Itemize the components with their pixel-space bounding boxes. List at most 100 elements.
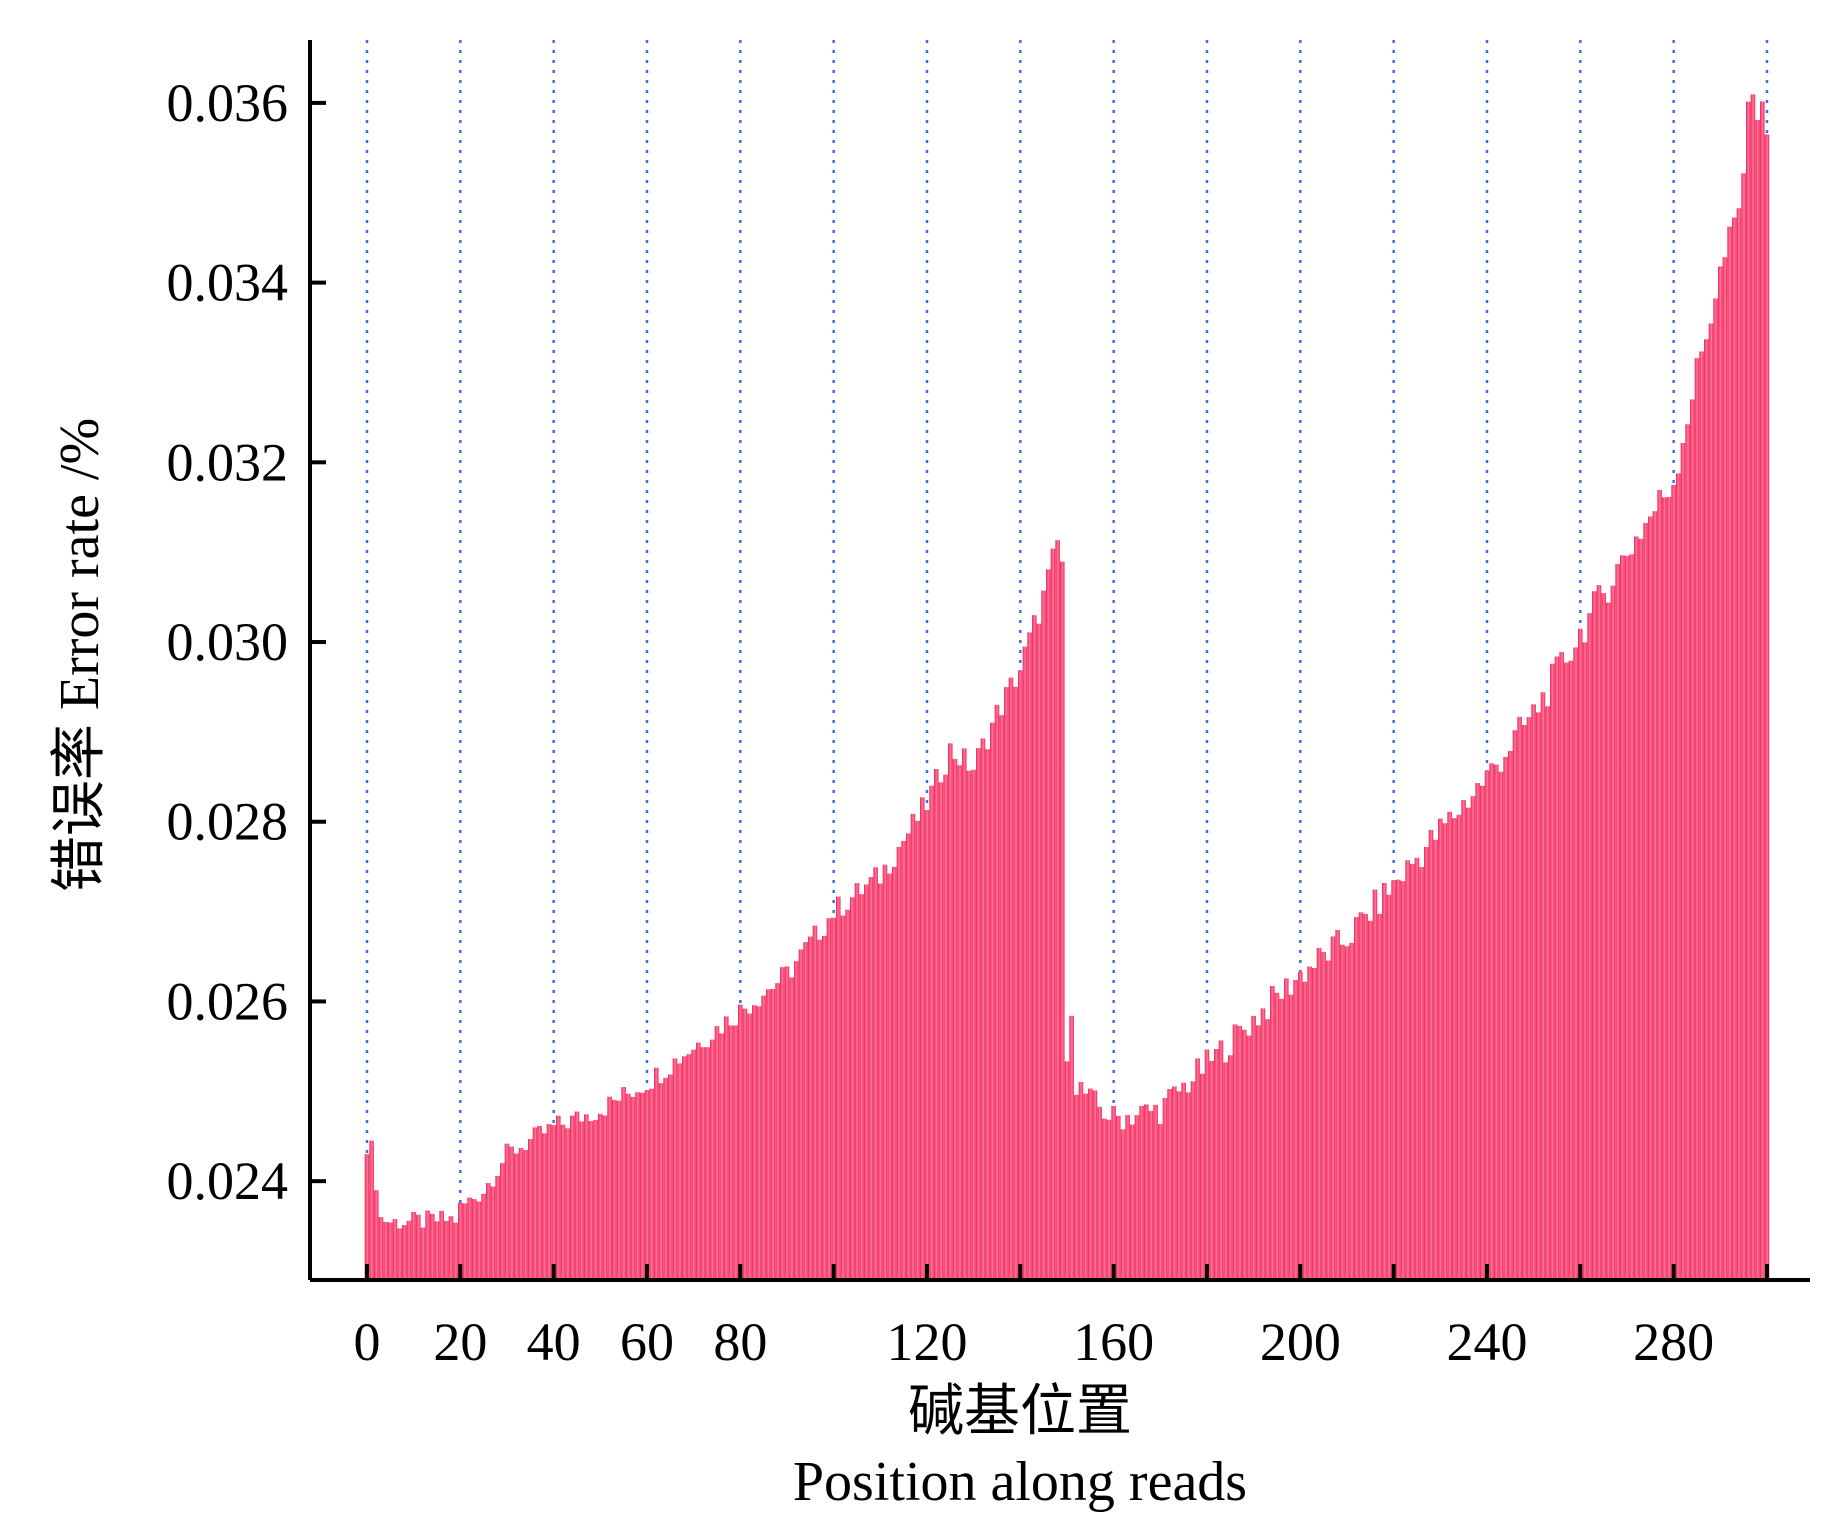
bar-109: [873, 867, 878, 1280]
bar-179: [1200, 1073, 1205, 1280]
bar-204: [1316, 947, 1322, 1280]
bar-218: [1382, 882, 1387, 1280]
bar-132: [980, 738, 986, 1280]
bar-297: [1750, 94, 1756, 1280]
bar-229: [1433, 839, 1438, 1280]
bar-175: [1181, 1082, 1186, 1280]
y-tick-label: 0.032: [167, 432, 289, 492]
bar-288: [1708, 323, 1714, 1280]
bar-268: [1615, 563, 1620, 1280]
bar-119: [920, 797, 925, 1280]
bar-193: [1265, 1019, 1270, 1280]
x-axis-title-en: Position along reads: [793, 1451, 1247, 1513]
bar-296: [1746, 101, 1751, 1281]
bar-157: [1097, 1106, 1102, 1280]
bar-5: [388, 1222, 393, 1280]
bar-82: [747, 1013, 752, 1280]
bar-83: [752, 1005, 757, 1280]
bar-186: [1232, 1024, 1238, 1280]
bar-201: [1302, 981, 1308, 1280]
bar-85: [761, 995, 766, 1280]
bar-43: [565, 1128, 570, 1280]
bar-1: [369, 1140, 374, 1280]
bars: [364, 94, 1770, 1281]
bar-89: [780, 967, 785, 1280]
bar-21: [462, 1203, 468, 1280]
bar-41: [556, 1115, 561, 1280]
bar-272: [1634, 536, 1639, 1280]
bar-113: [892, 866, 897, 1280]
bar-174: [1176, 1091, 1182, 1280]
x-tick-label: 240: [1447, 1312, 1528, 1372]
bar-63: [658, 1083, 664, 1280]
bar-88: [775, 983, 780, 1280]
bar-29: [500, 1163, 505, 1280]
bar-45: [574, 1111, 580, 1280]
bar-184: [1223, 1062, 1228, 1280]
bar-234: [1456, 814, 1462, 1280]
bar-95: [808, 936, 813, 1280]
bar-149: [1060, 561, 1065, 1280]
bar-252: [1540, 692, 1546, 1280]
bar-131: [976, 748, 981, 1280]
bar-150: [1064, 1061, 1070, 1280]
bar-70: [691, 1049, 696, 1280]
bar-24: [476, 1201, 482, 1280]
y-tick-label: 0.028: [167, 792, 289, 852]
bar-274: [1643, 522, 1648, 1280]
x-tick-label: 160: [1073, 1312, 1154, 1372]
bar-122: [934, 769, 939, 1280]
bar-171: [1162, 1097, 1168, 1280]
x-tick-label: 80: [713, 1312, 767, 1372]
bar-114: [896, 846, 902, 1280]
bar-53: [612, 1099, 617, 1280]
bar-0: [364, 1154, 370, 1280]
bar-158: [1102, 1118, 1107, 1280]
bar-267: [1610, 585, 1616, 1280]
bar-239: [1480, 785, 1485, 1280]
bar-226: [1419, 867, 1424, 1280]
bar-107: [864, 884, 869, 1280]
bar-207: [1330, 936, 1336, 1280]
bar-133: [985, 749, 990, 1280]
bar-194: [1270, 986, 1275, 1280]
bar-172: [1167, 1089, 1172, 1280]
bar-146: [1046, 569, 1051, 1280]
bar-23: [472, 1199, 477, 1280]
bar-183: [1218, 1040, 1224, 1280]
bar-216: [1372, 889, 1378, 1280]
bar-202: [1307, 966, 1312, 1280]
bar-140: [1018, 670, 1023, 1280]
bar-253: [1545, 706, 1550, 1280]
bar-246: [1512, 730, 1518, 1280]
bar-222: [1400, 881, 1406, 1280]
bar-56: [626, 1093, 631, 1280]
y-tick-label: 0.036: [167, 73, 289, 133]
bar-261: [1582, 642, 1588, 1280]
bar-44: [570, 1115, 575, 1280]
bar-126: [952, 758, 958, 1280]
bar-12: [420, 1227, 426, 1280]
bar-33: [518, 1147, 524, 1280]
bar-76: [719, 1033, 724, 1280]
bar-300: [1764, 134, 1770, 1281]
bar-191: [1256, 1025, 1261, 1280]
bar-256: [1559, 652, 1564, 1280]
bar-115: [901, 840, 906, 1280]
bar-116: [906, 833, 911, 1280]
x-tick-label: 40: [527, 1312, 581, 1372]
bar-211: [1349, 942, 1354, 1280]
bar-39: [546, 1123, 552, 1280]
bar-283: [1685, 424, 1690, 1280]
bar-81: [742, 1008, 748, 1280]
bar-68: [682, 1056, 687, 1280]
bar-162: [1120, 1129, 1126, 1280]
bar-80: [738, 1004, 743, 1280]
bar-220: [1391, 880, 1396, 1280]
bar-168: [1148, 1110, 1154, 1280]
bar-292: [1727, 226, 1732, 1281]
bar-164: [1130, 1124, 1135, 1280]
bar-206: [1326, 960, 1331, 1280]
bar-270: [1624, 555, 1630, 1280]
bar-129: [966, 770, 972, 1280]
